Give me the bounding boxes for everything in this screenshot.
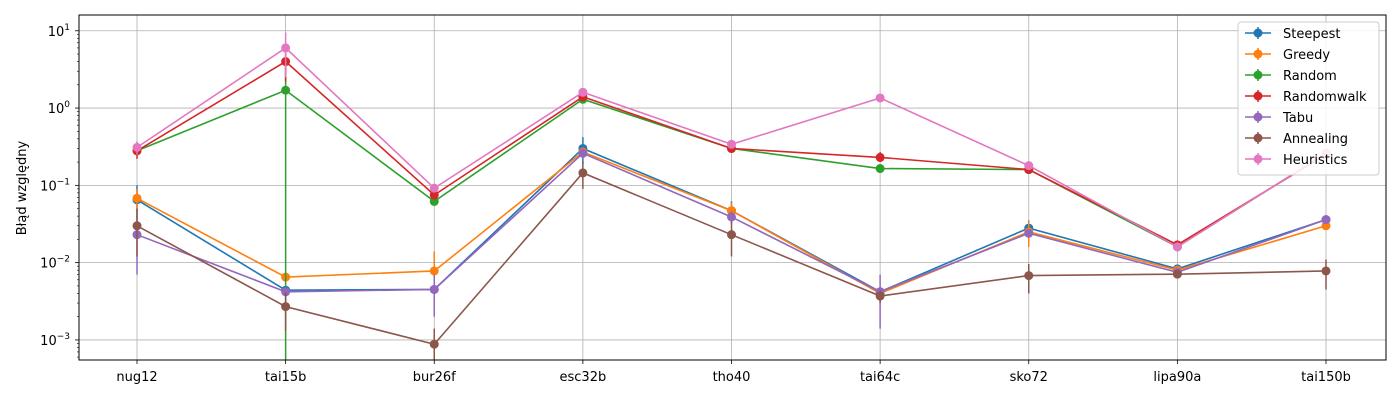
data-point [429,284,439,294]
data-point [727,206,736,216]
data-point [578,148,588,158]
legend-marker [1253,154,1263,164]
x-tick-label: nug12 [116,370,157,385]
data-point [727,139,736,149]
x-axis: nug12 tai15b bur26f esc32b tho40 tai64c sko72 l… [116,360,1351,385]
legend-label: Greedy [1283,48,1330,63]
x-tick-label: esc32b [560,370,607,385]
data-point [281,302,291,312]
legend-marker [1253,28,1263,38]
data-point [429,183,439,193]
data-point [875,291,885,301]
legend-label: Heuristics [1283,153,1348,168]
y-tick-label: 10−3 [40,332,70,349]
data-point [429,196,439,206]
data-point [1024,228,1034,238]
legend-label: Random [1283,69,1337,84]
y-tick-label: 101 [48,23,70,40]
y-tick-label: 100 [48,100,71,117]
data-point [281,287,291,297]
legend-marker [1253,70,1263,80]
data-point [1172,269,1182,279]
legend-label: Randomwalk [1283,90,1367,105]
grid-lines [79,15,1386,360]
data-point [578,87,588,97]
data-point [132,142,142,152]
data-point [1024,271,1034,281]
x-tick-label: tai150b [1301,370,1351,385]
series-layer [132,32,1331,360]
data-point [578,168,588,178]
x-tick-label: tai64c [860,370,900,385]
data-point [132,193,142,203]
x-tick-label: bur26f [413,370,456,385]
legend-box [1237,21,1380,176]
x-tick-label: tai15b [265,370,306,385]
plot-frame [78,14,1387,361]
legend-label: Tabu [1282,111,1313,126]
legend-marker [1253,49,1263,59]
data-point [1321,215,1331,225]
legend-marker [1253,133,1263,143]
series-annealing [132,162,1331,360]
x-tick-label: lipa90a [1153,370,1201,385]
data-point [727,212,736,222]
legend-marker [1253,112,1263,122]
data-point [875,93,885,103]
y-axis-label: Błąd względny [15,140,30,235]
data-point [281,43,291,53]
data-point [875,164,885,174]
legend-label: Steepest [1283,27,1340,42]
data-point [281,85,291,95]
legend: Steepest Greedy Random Randomwalk Tabu Anneal… [1237,21,1380,176]
data-point [132,221,142,231]
data-point [875,152,885,162]
data-point [1321,266,1331,276]
data-point [727,230,736,240]
y-tick-label: 10−1 [40,177,70,194]
data-point [1172,242,1182,252]
data-point [429,266,439,276]
data-point [1024,161,1034,171]
data-point [429,190,439,200]
y-tick-label: 10−2 [40,255,70,272]
y-axis: 10−3 10−2 10−1 100 101 [40,23,79,358]
x-tick-label: sko72 [1010,370,1048,385]
data-point [429,339,439,349]
legend-marker [1253,91,1263,101]
legend-label: Annealing [1283,132,1348,147]
x-tick-label: tho40 [713,370,751,385]
